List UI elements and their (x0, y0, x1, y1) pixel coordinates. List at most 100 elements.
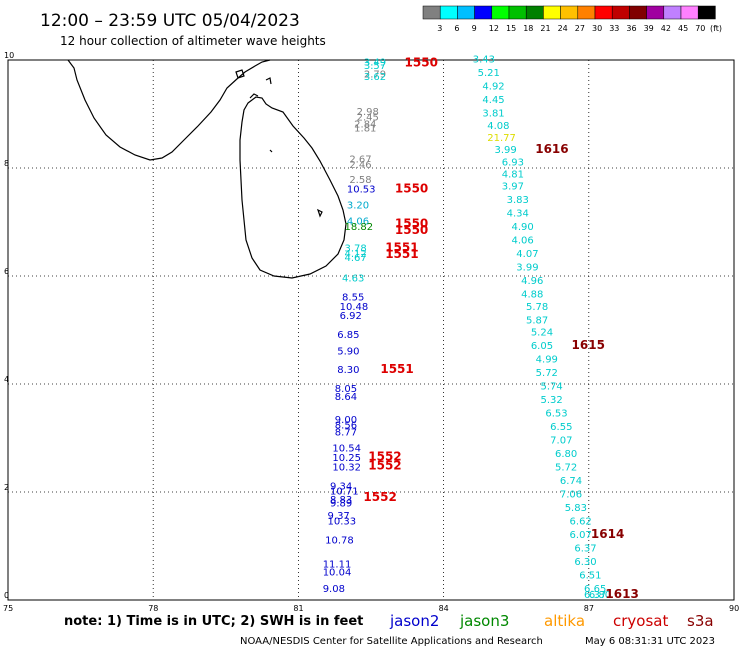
wave-height-value: 9.08 (323, 584, 345, 595)
satellite-legend: jason2 jason3 altika cryosat s3a (389, 612, 714, 630)
colorbar-swatch (611, 5, 630, 20)
wave-height-value: 5.90 (337, 346, 359, 357)
pass-time-label: 1550 (395, 216, 428, 230)
wave-height-value: 4.81 (502, 170, 524, 181)
wave-height-value: 1.81 (354, 123, 376, 134)
wave-height-value: 2.45 (357, 112, 379, 123)
wave-height-value: 4.08 (487, 121, 509, 132)
wave-height-value: 10.32 (332, 462, 361, 473)
wave-height-value: 5.32 (541, 395, 563, 406)
wave-height-value: 4.45 (482, 95, 504, 106)
wave-height-value: 3.43 (473, 55, 495, 66)
wave-height-value: 5.83 (565, 503, 587, 514)
wave-height-value: 4.12 (344, 249, 366, 260)
wave-height-value: 21.77 (487, 133, 516, 144)
wave-height-value: 9.34 (330, 481, 352, 492)
colorbar-swatch (629, 5, 647, 20)
colorbar-label: 39 (644, 24, 654, 33)
wave-height-value: 3.99 (516, 263, 538, 274)
colorbar-label: 15 (506, 24, 516, 33)
wave-height-value: 10.53 (347, 184, 376, 195)
wave-height-value: 2.98 (357, 107, 379, 118)
wave-height-value: 6.65 (584, 584, 606, 595)
wave-height-value: 3.81 (482, 109, 504, 120)
colorbar: 3 6 9 12 15 18 21 24 27 30 33 36 39 42 45 70 (422, 5, 716, 33)
wave-height-value: 4.96 (521, 276, 543, 287)
colorbar-swatch (422, 5, 441, 20)
wave-height-value: 4.06 (511, 236, 533, 247)
map-title: 12:00 – 23:59 UTC 05/04/2023 (40, 11, 300, 31)
timestamp: May 6 08:31:31 UTC 2023 (585, 636, 715, 647)
colorbar-label: 36 (626, 24, 636, 33)
pass-time-label: 1552 (363, 490, 396, 504)
wave-height-value: 6.85 (337, 330, 359, 341)
map-subtitle: 12 hour collection of altimeter wave hei… (60, 34, 326, 48)
wave-height-value: 18.82 (344, 222, 373, 233)
wave-height-value: 4.07 (516, 249, 538, 260)
wave-height-value: 9.00 (335, 415, 357, 426)
wave-height-value: 4.99 (536, 354, 558, 365)
colorbar-swatch (508, 5, 527, 20)
wave-height-value: 8.83 (330, 495, 352, 506)
pass-time-label: 1613 (605, 587, 638, 601)
x-tick-label: 81 (293, 604, 303, 613)
wave-height-value: 4.06 (347, 217, 369, 228)
wave-height-value: 4.63 (342, 273, 364, 284)
wave-height-value: 6.05 (531, 341, 553, 352)
colorbar-label: 12 (489, 24, 499, 33)
wave-height-value: 8.56 (335, 420, 357, 431)
wave-height-value: 8.77 (335, 427, 357, 438)
wave-height-value: 5.72 (536, 368, 558, 379)
wave-height-value: 6.55 (550, 422, 572, 433)
wave-height-value: 10.33 (328, 516, 357, 527)
y-tick-label: 10 (4, 51, 14, 60)
wave-height-value: 2.84 (354, 120, 376, 131)
wave-height-value: 6.93 (502, 157, 524, 168)
wave-height-value: 6.30 (574, 557, 596, 568)
y-tick-label: 2 (4, 483, 9, 492)
pass-time-label: 1550 (395, 181, 428, 195)
colorbar-swatch (525, 5, 544, 20)
wave-height-value: 6.07 (570, 530, 592, 541)
colorbar-label: 21 (540, 24, 550, 33)
colorbar-swatch (663, 5, 682, 20)
colorbar-swatch (457, 5, 475, 20)
wave-height-value: 6.53 (545, 408, 567, 419)
pass-time-label: 1552 (368, 450, 401, 464)
wave-height-value: 3.99 (495, 145, 517, 156)
pass-time-label: 1550 (405, 55, 438, 69)
colorbar-label: 70 (695, 24, 705, 33)
x-tick-label: 84 (439, 604, 449, 613)
x-tick-label: 75 (3, 604, 13, 613)
wave-height-value: 11.11 (323, 560, 352, 571)
satellite-legend-item: altika (544, 612, 585, 630)
colorbar-label: 6 (454, 24, 459, 33)
wave-height-value: 5.78 (526, 302, 548, 313)
y-axis-ticks: 0 2 4 6 8 10 (4, 51, 14, 600)
colorbar-swatch (474, 5, 493, 20)
satellite-legend-item: jason3 (459, 612, 509, 630)
colorbar-label: 3 (437, 24, 442, 33)
wave-height-value: 4.92 (482, 82, 504, 93)
wave-height-value: 6.80 (555, 449, 577, 460)
time-labels: 1550155015501550155115511551155215521552… (363, 55, 638, 601)
credit-line: NOAA/NESDIS Center for Satellite Applica… (240, 636, 543, 647)
wave-height-value: 5.87 (526, 316, 548, 327)
pass-time-label: 1551 (385, 241, 418, 255)
colorbar-label: 9 (472, 24, 477, 33)
coastline (67, 59, 347, 279)
colorbar-swatch (560, 5, 579, 20)
pass-time-label: 1550 (395, 223, 428, 237)
wave-height-value: 8.55 (342, 292, 364, 303)
wave-height-value: 5.24 (531, 327, 553, 338)
wave-height-value: 6.74 (560, 476, 582, 487)
colorbar-swatch (646, 5, 665, 20)
y-tick-label: 4 (4, 375, 9, 384)
wave-height-value: 6.37 (574, 543, 596, 554)
wave-height-value: 3.20 (347, 201, 369, 212)
x-tick-label: 90 (729, 604, 739, 613)
wave-height-value: 2.67 (349, 155, 371, 166)
wave-height-value: 8.05 (335, 384, 357, 395)
wave-height-value: 2.58 (349, 175, 371, 186)
